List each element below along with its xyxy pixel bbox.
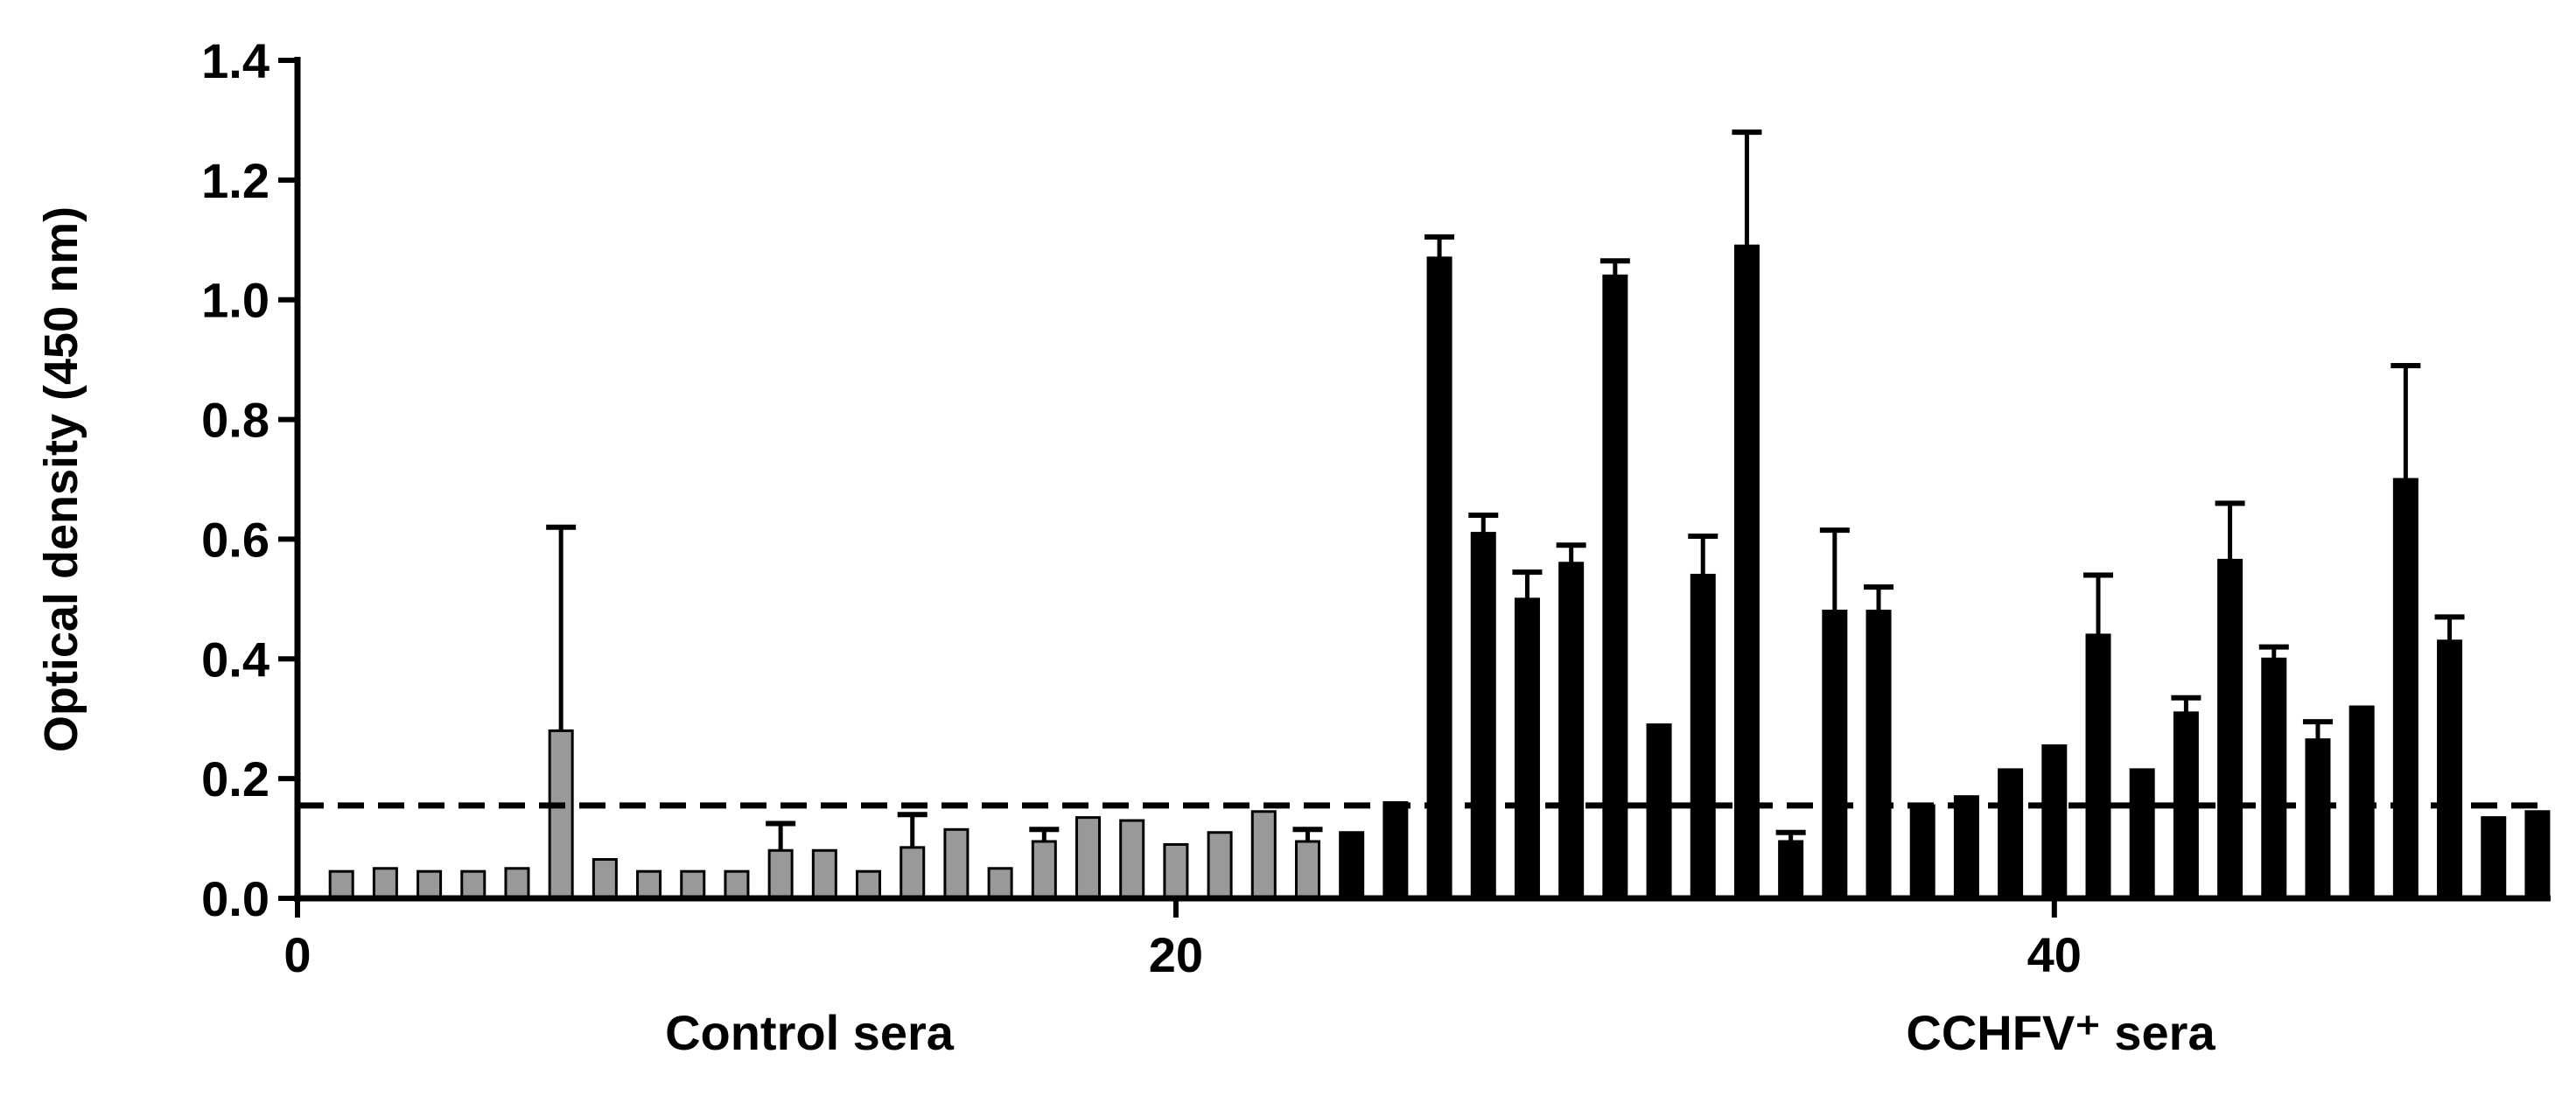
bar [943,827,970,900]
y-tick-label: 1.4 [201,33,270,88]
bar [1339,831,1365,900]
y-tick-label: 0.8 [201,393,270,448]
bar [1514,597,1540,900]
bar [1470,532,1496,900]
y-tick-label: 1.0 [201,273,270,328]
bar [856,869,882,900]
bar [2305,738,2331,900]
bar [1250,810,1277,900]
bar [2129,768,2155,900]
bar [1733,244,1760,900]
bar [2437,639,2463,900]
group-label: Control sera [665,1005,955,1060]
bar [1382,801,1409,900]
bar [504,867,530,900]
bar [2261,657,2287,900]
bar [1294,840,1320,900]
x-tick-label: 20 [1149,927,1203,982]
bar [811,848,837,900]
bar [680,869,706,900]
y-tick-label: 1.2 [201,153,270,208]
bar [1953,795,1979,900]
y-axis-label: Optical density (450 nm) [35,206,88,752]
bar [548,729,574,900]
y-tick-label: 0.0 [201,871,270,926]
bar [2085,633,2111,900]
y-tick-label: 0.2 [201,751,270,806]
bar [1909,804,1936,900]
bar [724,869,750,900]
bar [636,869,662,900]
bar [328,869,354,900]
bar [1075,816,1102,900]
bar [1207,831,1233,900]
group-label: CCHFV⁺ sera [1906,1005,2216,1060]
bar [1426,256,1452,900]
bar [1998,768,2024,900]
bar [900,846,926,900]
bar [1822,610,1848,900]
bar [1778,840,1804,900]
bar [1558,562,1585,900]
bar [460,869,486,900]
bar [2524,810,2551,900]
bar [372,867,398,900]
bar [1690,573,1716,900]
bar [1163,842,1189,900]
bar [2481,816,2507,900]
bar [2041,744,2068,900]
bar [1031,840,1057,900]
bar [987,867,1013,900]
y-tick-label: 0.4 [201,632,270,687]
y-tick-label: 0.6 [201,512,270,567]
bar [767,848,794,900]
bar [592,858,618,900]
bar [1866,610,1892,900]
x-tick-label: 40 [2027,927,2082,982]
bar [416,869,443,900]
bar [1646,723,1672,900]
bar [2392,478,2418,900]
bar [1119,819,1145,900]
x-tick-label: 0 [284,927,311,982]
bar [2217,558,2244,900]
